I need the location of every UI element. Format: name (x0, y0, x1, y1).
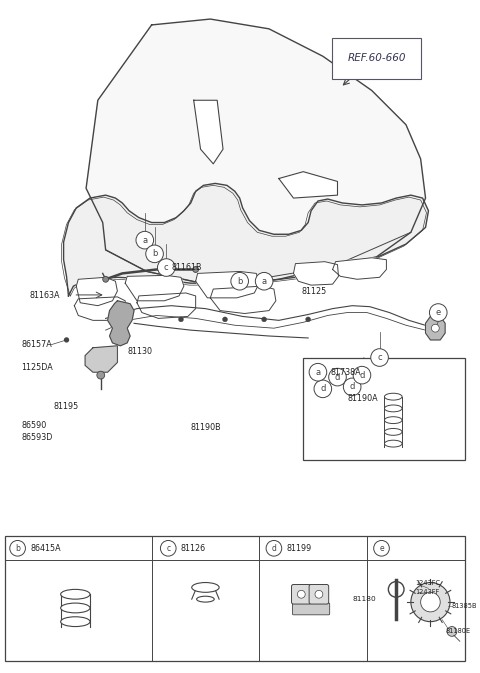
FancyBboxPatch shape (292, 603, 330, 615)
Text: d: d (359, 371, 365, 380)
Polygon shape (293, 262, 338, 285)
Polygon shape (279, 172, 337, 198)
Ellipse shape (60, 590, 90, 599)
Ellipse shape (384, 405, 402, 412)
Circle shape (329, 368, 346, 386)
Circle shape (136, 232, 154, 249)
Circle shape (298, 590, 305, 598)
Polygon shape (194, 100, 223, 164)
Text: c: c (377, 353, 382, 362)
Text: c: c (166, 544, 170, 553)
Text: 81163A: 81163A (29, 291, 60, 300)
FancyBboxPatch shape (309, 584, 329, 604)
Ellipse shape (60, 616, 90, 627)
Text: 1243FF: 1243FF (416, 590, 440, 596)
Circle shape (353, 366, 371, 384)
Text: 81199: 81199 (287, 544, 312, 553)
Text: 81126: 81126 (181, 544, 206, 553)
Circle shape (10, 540, 25, 556)
Text: 81190B: 81190B (191, 423, 221, 433)
Text: 81161B: 81161B (171, 263, 202, 272)
Text: e: e (436, 308, 441, 317)
Polygon shape (196, 271, 259, 298)
Text: 86593D: 86593D (22, 433, 53, 442)
Polygon shape (74, 297, 125, 320)
Polygon shape (85, 346, 118, 372)
Text: 81180E: 81180E (445, 629, 470, 635)
Text: 81130: 81130 (127, 347, 152, 356)
FancyBboxPatch shape (303, 357, 465, 460)
Text: e: e (379, 544, 384, 553)
Text: d: d (272, 544, 276, 553)
Circle shape (146, 245, 163, 262)
Polygon shape (426, 316, 445, 340)
Circle shape (315, 590, 323, 598)
Text: 81738A: 81738A (331, 367, 361, 377)
Polygon shape (63, 184, 429, 296)
Ellipse shape (384, 417, 402, 423)
Circle shape (192, 267, 199, 273)
Circle shape (157, 258, 175, 277)
Text: 86415A: 86415A (30, 544, 61, 553)
Circle shape (103, 277, 108, 282)
Ellipse shape (384, 393, 402, 400)
Circle shape (223, 317, 228, 322)
Circle shape (266, 540, 282, 556)
Text: 81195: 81195 (54, 402, 79, 411)
Circle shape (255, 273, 273, 290)
Circle shape (371, 349, 388, 366)
Circle shape (420, 592, 440, 612)
Ellipse shape (384, 429, 402, 435)
Text: 81125: 81125 (301, 287, 326, 295)
Text: 1243FC: 1243FC (416, 579, 441, 586)
Circle shape (179, 317, 183, 322)
Polygon shape (210, 286, 276, 314)
Text: 86157A: 86157A (22, 341, 52, 349)
Text: 81190A: 81190A (347, 394, 378, 403)
Circle shape (374, 540, 389, 556)
Polygon shape (333, 258, 386, 279)
Text: 81385B: 81385B (452, 603, 478, 609)
Ellipse shape (384, 440, 402, 447)
Circle shape (231, 273, 249, 290)
Circle shape (262, 317, 266, 322)
Polygon shape (86, 19, 426, 286)
Circle shape (160, 540, 176, 556)
Text: d: d (320, 384, 325, 393)
Text: d: d (349, 382, 355, 392)
Text: b: b (15, 544, 20, 553)
Text: REF.60-660: REF.60-660 (347, 53, 406, 63)
Text: a: a (142, 236, 147, 245)
Text: 81180: 81180 (353, 596, 377, 602)
Text: b: b (152, 249, 157, 258)
Circle shape (411, 583, 450, 622)
Text: a: a (262, 277, 267, 286)
Circle shape (343, 378, 361, 396)
Ellipse shape (192, 583, 219, 592)
Circle shape (65, 338, 69, 342)
Circle shape (306, 317, 311, 322)
FancyBboxPatch shape (5, 536, 465, 661)
Polygon shape (125, 275, 184, 301)
Circle shape (430, 304, 447, 321)
Polygon shape (137, 293, 196, 318)
Ellipse shape (197, 596, 214, 602)
Polygon shape (108, 301, 134, 346)
Text: 1125DA: 1125DA (22, 363, 53, 371)
Circle shape (432, 324, 439, 332)
Circle shape (97, 371, 105, 379)
FancyBboxPatch shape (291, 584, 311, 604)
Text: c: c (164, 263, 168, 272)
Text: a: a (315, 367, 321, 377)
Circle shape (447, 627, 457, 637)
Text: d: d (335, 373, 340, 382)
Text: b: b (237, 277, 242, 286)
Ellipse shape (60, 603, 90, 613)
Circle shape (309, 363, 327, 381)
Circle shape (314, 380, 332, 398)
Text: 86590: 86590 (22, 421, 47, 429)
Polygon shape (76, 277, 118, 306)
